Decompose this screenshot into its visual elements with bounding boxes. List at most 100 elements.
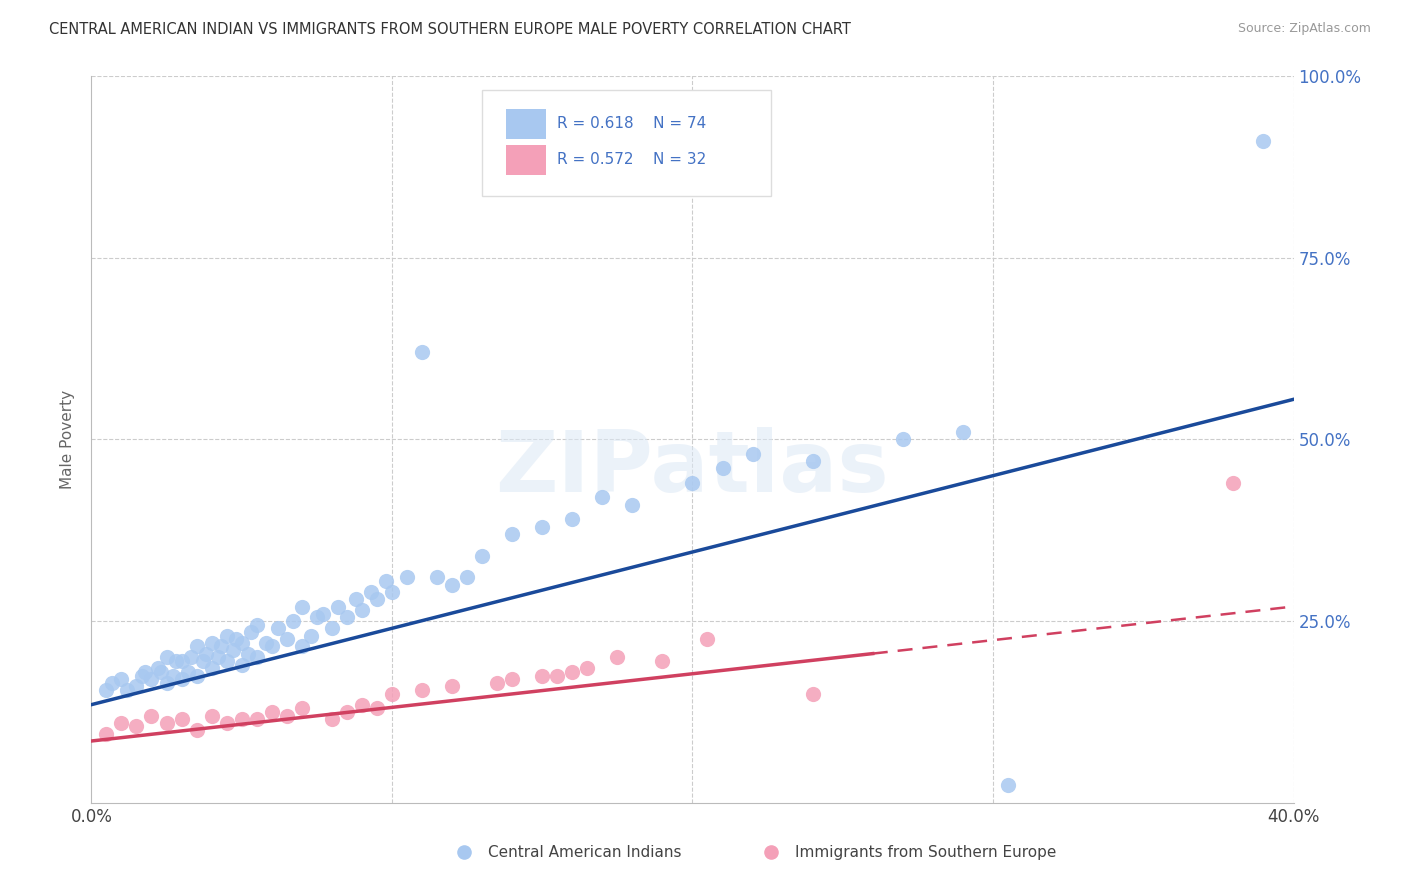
Point [291,701,314,715]
Point [305,610,328,624]
Point [374,574,396,588]
FancyBboxPatch shape [482,90,770,195]
Point [180,650,202,665]
Point [801,687,824,701]
Point [215,715,238,730]
Point [326,599,349,614]
Point [681,475,703,490]
Text: R = 0.572    N = 32: R = 0.572 N = 32 [557,152,706,167]
Point [215,654,238,668]
Point [291,599,314,614]
Point [231,636,253,650]
Point [1253,134,1275,148]
Point [576,661,599,675]
Text: Source: ZipAtlas.com: Source: ZipAtlas.com [1237,22,1371,36]
Point [366,701,388,715]
Point [155,650,177,665]
Point [141,672,163,686]
Point [155,715,177,730]
Point [531,519,554,533]
Text: Central American Indians: Central American Indians [488,845,682,860]
Point [321,621,343,635]
Point [149,665,172,679]
Point [110,715,132,730]
Point [299,629,322,643]
Point [254,636,277,650]
Point [236,647,259,661]
Point [741,447,763,461]
Point [381,585,404,599]
Point [141,708,163,723]
Point [260,640,283,654]
Point [440,680,463,694]
Point [591,491,613,505]
Point [997,778,1019,792]
Point [246,650,269,665]
Point [96,683,118,698]
Text: R = 0.618    N = 74: R = 0.618 N = 74 [557,116,706,130]
Point [411,345,433,359]
Point [411,683,433,698]
Point [221,643,243,657]
FancyBboxPatch shape [506,109,546,139]
Point [186,640,208,654]
Point [239,624,262,639]
Text: Immigrants from Southern Europe: Immigrants from Southern Europe [794,845,1056,860]
Point [486,676,509,690]
Point [225,632,247,647]
Point [101,676,124,690]
Point [201,708,224,723]
Text: ZIPatlas: ZIPatlas [495,427,890,510]
Point [381,687,404,701]
Point [231,712,253,726]
Point [952,425,974,439]
Point [471,549,494,563]
Y-axis label: Male Poverty: Male Poverty [60,390,76,489]
Point [350,603,373,617]
Point [321,712,343,726]
Point [1222,475,1244,490]
Point [267,621,290,635]
Text: CENTRAL AMERICAN INDIAN VS IMMIGRANTS FROM SOUTHERN EUROPE MALE POVERTY CORRELAT: CENTRAL AMERICAN INDIAN VS IMMIGRANTS FR… [49,22,851,37]
Point [561,665,583,679]
Point [131,668,153,682]
Point [501,526,523,541]
Point [281,614,304,628]
Point [170,672,193,686]
Point [165,654,187,668]
Point [96,727,118,741]
Point [276,708,298,723]
Point [291,640,314,654]
Point [561,512,583,526]
Point [146,661,169,675]
Point [207,650,229,665]
Point [350,698,373,712]
Point [155,676,177,690]
Point [801,454,824,468]
Point [209,640,232,654]
Point [201,636,224,650]
Point [186,668,208,682]
Point [696,632,718,647]
Point [134,665,156,679]
Point [194,647,217,661]
Point [395,570,418,584]
Point [651,654,673,668]
Point [456,570,478,584]
Point [246,617,269,632]
Point [176,665,198,679]
Point [191,654,214,668]
Point [336,610,359,624]
Point [170,654,193,668]
Point [276,632,298,647]
Point [501,672,523,686]
Point [426,570,449,584]
Point [531,668,554,682]
Point [231,657,253,672]
Point [621,498,644,512]
Point [117,683,139,698]
Point [125,719,148,733]
Point [606,650,628,665]
Point [336,705,359,719]
Point [312,607,335,621]
